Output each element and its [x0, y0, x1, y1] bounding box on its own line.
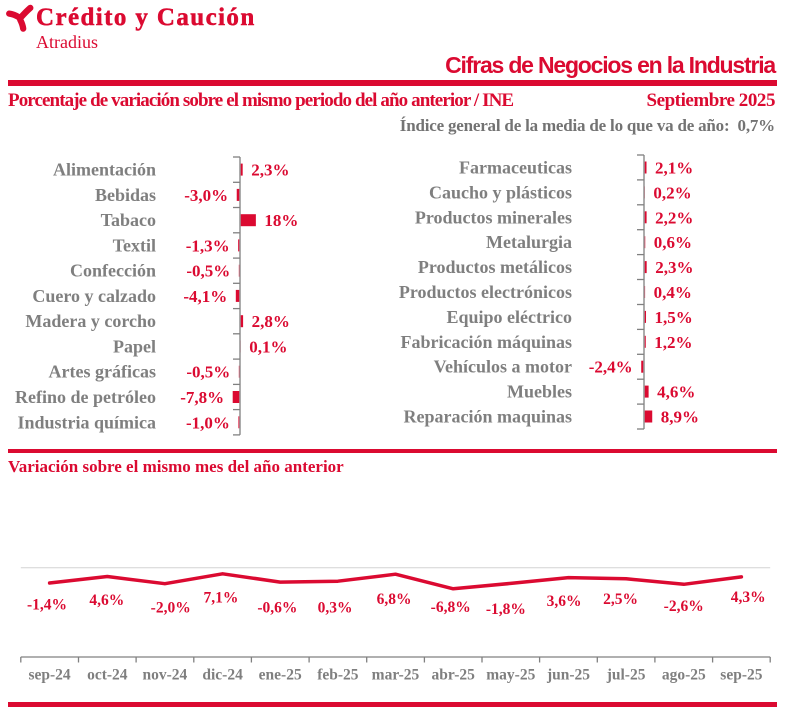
svg-text:-1,3%: -1,3% [186, 236, 230, 255]
svg-text:Equipo eléctrico: Equipo eléctrico [447, 307, 572, 327]
svg-text:ago-25: ago-25 [662, 667, 706, 684]
svg-text:0,6%: 0,6% [654, 233, 692, 252]
svg-text:Fabricación máquinas: Fabricación máquinas [400, 332, 572, 352]
svg-text:Artes gráficas: Artes gráficas [49, 362, 156, 382]
svg-text:-0,5%: -0,5% [186, 262, 230, 281]
svg-text:2,3%: 2,3% [655, 258, 693, 277]
svg-text:Papel: Papel [113, 337, 156, 357]
svg-text:2,8%: 2,8% [252, 312, 290, 331]
svg-text:-1,4%: -1,4% [27, 596, 67, 613]
svg-text:ene-25: ene-25 [259, 667, 302, 684]
svg-text:Metalurgia: Metalurgia [486, 232, 572, 252]
svg-text:-2,4%: -2,4% [589, 358, 633, 377]
svg-text:Caucho y plásticos: Caucho y plásticos [429, 182, 572, 202]
svg-text:3,6%: 3,6% [547, 593, 582, 610]
svg-text:-2,6%: -2,6% [664, 598, 704, 615]
svg-text:Reparación maquinas: Reparación maquinas [403, 407, 572, 427]
svg-text:-0,5%: -0,5% [186, 363, 230, 382]
svg-text:Productos electrónicos: Productos electrónicos [399, 282, 572, 302]
svg-text:1,5%: 1,5% [655, 308, 693, 327]
svg-text:-4,1%: -4,1% [183, 287, 227, 306]
svg-text:Productos metálicos: Productos metálicos [418, 257, 572, 277]
svg-text:6,8%: 6,8% [377, 591, 412, 608]
svg-text:jun-25: jun-25 [546, 667, 590, 684]
svg-text:Alimentación: Alimentación [53, 160, 156, 180]
svg-text:may-25: may-25 [486, 667, 535, 684]
svg-text:Tabaco: Tabaco [101, 210, 156, 230]
svg-text:abr-25: abr-25 [432, 667, 476, 684]
svg-text:2,2%: 2,2% [655, 208, 693, 227]
svg-text:-3,0%: -3,0% [184, 186, 228, 205]
svg-text:-6,8%: -6,8% [431, 599, 471, 616]
svg-text:Farmaceuticas: Farmaceuticas [459, 158, 572, 178]
svg-text:sep-25: sep-25 [720, 667, 762, 684]
svg-text:0,4%: 0,4% [654, 283, 692, 302]
svg-text:-0,6%: -0,6% [257, 599, 297, 616]
svg-text:2,1%: 2,1% [655, 159, 693, 178]
svg-text:Productos minerales: Productos minerales [415, 207, 572, 227]
svg-text:18%: 18% [264, 211, 298, 230]
svg-text:oct-24: oct-24 [87, 667, 128, 684]
svg-text:4,6%: 4,6% [89, 592, 124, 609]
svg-text:7,1%: 7,1% [203, 590, 238, 607]
svg-text:Confección: Confección [70, 261, 156, 281]
svg-text:-1,8%: -1,8% [486, 601, 526, 618]
svg-text:8,9%: 8,9% [661, 408, 699, 427]
svg-text:sep-24: sep-24 [28, 667, 70, 684]
svg-text:Muebles: Muebles [507, 382, 572, 402]
svg-text:Madera y corcho: Madera y corcho [25, 311, 156, 331]
svg-text:Industria química: Industria química [17, 412, 156, 432]
svg-text:jul-25: jul-25 [606, 667, 646, 684]
svg-text:Textil: Textil [113, 235, 156, 255]
svg-text:-2,0%: -2,0% [151, 599, 191, 616]
svg-text:1,2%: 1,2% [654, 333, 692, 352]
svg-text:2,5%: 2,5% [603, 591, 638, 608]
svg-text:4,3%: 4,3% [731, 589, 766, 606]
svg-text:Refino de petróleo: Refino de petróleo [15, 387, 156, 407]
svg-text:Cuero y calzado: Cuero y calzado [32, 286, 156, 306]
svg-text:dic-24: dic-24 [202, 667, 243, 684]
svg-text:0,1%: 0,1% [249, 338, 287, 357]
svg-text:0,2%: 0,2% [653, 183, 691, 202]
svg-text:2,3%: 2,3% [251, 161, 289, 180]
svg-text:Bebidas: Bebidas [95, 185, 156, 205]
svg-text:-1,0%: -1,0% [186, 413, 230, 432]
svg-text:-7,8%: -7,8% [180, 388, 224, 407]
svg-text:feb-25: feb-25 [317, 667, 359, 684]
svg-text:Vehículos a motor: Vehículos a motor [434, 357, 572, 377]
svg-text:nov-24: nov-24 [143, 667, 188, 684]
svg-text:4,6%: 4,6% [657, 383, 695, 402]
svg-text:mar-25: mar-25 [372, 667, 420, 684]
svg-text:0,3%: 0,3% [318, 599, 353, 616]
